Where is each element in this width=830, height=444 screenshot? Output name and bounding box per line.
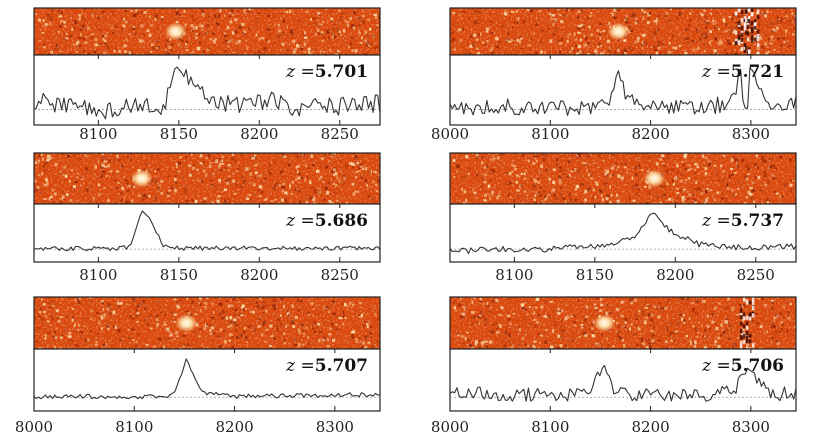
spectrum-2d-image	[34, 297, 380, 349]
redshift-label: z =5.686	[285, 211, 368, 231]
spectrum-2d-image	[450, 153, 796, 204]
x-tick-label: 8100	[531, 125, 569, 143]
x-tick-label: 8100	[531, 418, 569, 436]
emission-line-blob	[164, 22, 187, 41]
redshift-symbol: z =	[285, 211, 315, 231]
spectrum-2d-image	[450, 8, 796, 55]
plot-frame	[449, 54, 797, 126]
x-tick-label: 8200	[240, 125, 278, 143]
spectrum-panel-top-right: z =5.721 8000 8100 8200 8300	[431, 7, 797, 143]
emission-line-blob	[643, 169, 666, 188]
x-tick-label: 8100	[115, 418, 153, 436]
spectrum-panel-middle-left: z =5.686 8100 8150 8200 8250	[33, 152, 381, 284]
x-tick-label: 8100	[79, 125, 117, 143]
spectrum-panel-middle-right: z =5.737 8100 8150 8200 8250	[449, 152, 797, 284]
x-tick-label: 8200	[240, 266, 278, 284]
x-tick-label: 8250	[321, 266, 359, 284]
spectrum-2d-image	[450, 297, 796, 349]
emission-line-blob	[593, 314, 616, 332]
plot-frame	[449, 203, 797, 263]
redshift-value: 5.707	[315, 356, 368, 376]
x-tick-label: 8250	[321, 125, 359, 143]
x-tick-label: 8100	[495, 266, 533, 284]
redshift-value: 5.737	[731, 211, 784, 231]
spectrum-panel-bottom-left: z =5.707 8000 8100 8200 8300	[15, 296, 381, 436]
spectrum-line	[34, 358, 380, 400]
x-tick-label: 8100	[79, 266, 117, 284]
x-tick-label: 8000	[431, 418, 469, 436]
x-tick-label: 8250	[737, 266, 775, 284]
spectrum-2d-image	[34, 153, 380, 204]
spectrum-line	[34, 210, 380, 252]
redshift-symbol: z =	[701, 62, 731, 82]
redshift-symbol: z =	[701, 211, 731, 231]
spectrum-line	[450, 364, 796, 402]
redshift-label: z =5.707	[285, 356, 368, 376]
redshift-symbol: z =	[701, 356, 731, 376]
redshift-value: 5.686	[315, 211, 368, 231]
redshift-label: z =5.706	[701, 356, 784, 376]
redshift-value: 5.701	[315, 62, 368, 82]
x-tick-label: 8150	[160, 266, 198, 284]
x-tick-label: 8000	[431, 125, 469, 143]
emission-line-blob	[130, 169, 153, 188]
x-tick-label: 8200	[631, 418, 669, 436]
emission-line-blob	[607, 22, 630, 41]
emission-line-blob	[175, 314, 198, 332]
x-tick-label: 8200	[656, 266, 694, 284]
x-tick-label: 8200	[631, 125, 669, 143]
redshift-label: z =5.737	[701, 211, 784, 231]
x-tick-label: 8150	[160, 125, 198, 143]
x-tick-label: 8300	[732, 125, 770, 143]
redshift-value: 5.706	[731, 356, 784, 376]
spectrum-line	[34, 66, 380, 120]
x-tick-label: 8200	[215, 418, 253, 436]
spectrum-line	[450, 67, 796, 116]
x-tick-label: 8150	[576, 266, 614, 284]
plot-frame	[33, 348, 381, 412]
plot-frame	[33, 203, 381, 263]
x-tick-label: 8000	[15, 418, 53, 436]
spectrum-line	[450, 212, 796, 255]
spectrum-panel-bottom-right: z =5.706 8000 8100 8200 8300	[431, 296, 797, 436]
x-tick-label: 8300	[732, 418, 770, 436]
redshift-symbol: z =	[285, 356, 315, 376]
redshift-value: 5.721	[731, 62, 784, 82]
redshift-symbol: z =	[285, 62, 315, 82]
spectrum-panel-top-left: z =5.701 8100 8150 8200 8250	[33, 7, 381, 143]
x-tick-label: 8300	[316, 418, 354, 436]
spectrum-2d-image	[34, 8, 380, 55]
redshift-label: z =5.701	[285, 62, 368, 82]
redshift-label: z =5.721	[701, 62, 784, 82]
